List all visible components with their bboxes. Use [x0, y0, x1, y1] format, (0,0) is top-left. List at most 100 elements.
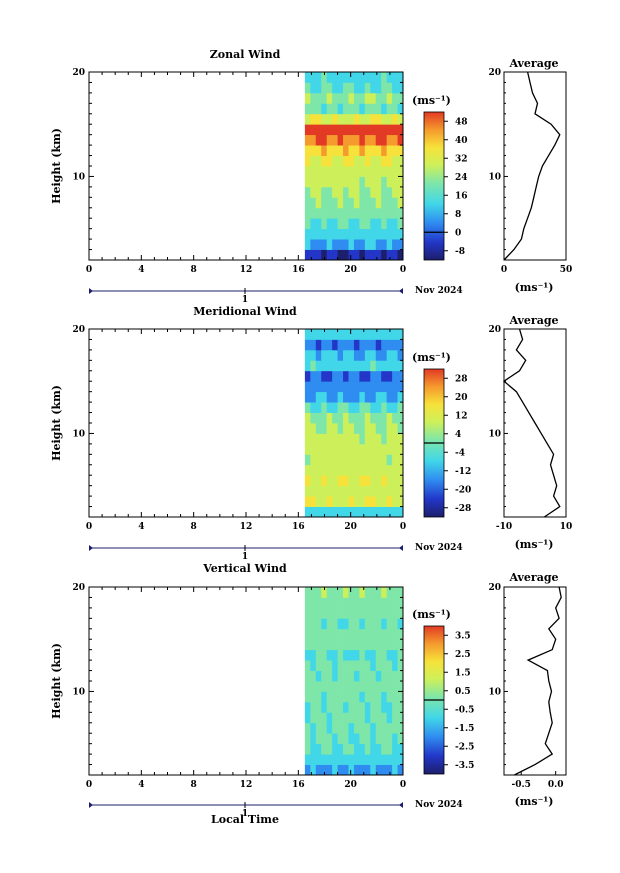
heatmap-cell [392, 207, 398, 219]
average-profile: Average -10 10 10 20 (ms⁻¹) [488, 314, 572, 551]
heatmap-cell [386, 506, 393, 518]
heatmap-cell [364, 597, 371, 609]
x-axis-label: Local Time [211, 813, 279, 826]
heatmap-cell [321, 743, 328, 755]
heatmap-cell [386, 381, 393, 393]
heatmap-cell [310, 639, 317, 651]
heatmap-cell [375, 712, 382, 724]
heatmap-cell [348, 391, 355, 403]
x-tick-label: 4 [138, 265, 144, 275]
heatmap-cell [326, 124, 333, 136]
heatmap-cell [310, 464, 317, 476]
heatmap-cell [364, 166, 371, 177]
day-label: 1 [242, 552, 248, 562]
heatmap-cell [386, 249, 393, 261]
heatmap-cell [364, 360, 371, 372]
heatmap-cell [392, 649, 398, 661]
heatmap-cell [337, 166, 344, 177]
heatmap-cell [375, 618, 382, 630]
heatmap-cell [370, 670, 377, 682]
heatmap-cell [370, 92, 377, 104]
heatmap-cell [359, 218, 366, 230]
heatmap-cell [359, 607, 366, 619]
heatmap-cell [392, 660, 398, 671]
heatmap-cell [337, 249, 344, 261]
heatmap-cell [348, 349, 355, 361]
heatmap-cell [337, 145, 344, 156]
heatmap-cell [332, 722, 338, 734]
heatmap-cell [359, 381, 366, 393]
heatmap-cell [337, 754, 344, 765]
heatmap-cell [353, 649, 360, 661]
heatmap-cell [348, 607, 355, 619]
heatmap-cell [359, 681, 366, 692]
heatmap-cell [337, 239, 344, 250]
heatmap-cell [337, 597, 344, 609]
heatmap-cell [386, 113, 393, 125]
heatmap-cell [381, 764, 388, 776]
heatmap-cell [397, 454, 404, 466]
heatmap-cell [343, 764, 349, 776]
heatmap-cell [326, 228, 333, 240]
heatmap-cell [343, 754, 349, 765]
heatmap-cell [381, 506, 388, 518]
heatmap-cell [337, 412, 344, 424]
heatmap-cell [315, 155, 322, 167]
profile-y-tick-label: 20 [488, 583, 501, 593]
heatmap-cell [326, 743, 333, 755]
heatmap-cell [353, 496, 360, 507]
panel-title: Vertical Wind [202, 562, 287, 575]
heatmap-cell [326, 370, 333, 382]
profile-y-tick-label: 20 [488, 325, 501, 335]
heatmap-cell [310, 239, 317, 250]
heatmap-cell [353, 228, 360, 240]
heatmap-cell [386, 412, 393, 424]
heatmap-cell [337, 186, 344, 198]
profile-y-tick-label: 10 [488, 687, 501, 697]
heatmap-cell [321, 485, 328, 497]
heatmap-cell [392, 391, 398, 403]
heatmap-cell [392, 103, 398, 115]
heatmap-cell [348, 712, 355, 724]
heatmap-cell [392, 597, 398, 609]
heatmap-cell [370, 423, 377, 434]
heatmap-cell [304, 454, 311, 466]
heatmap-cell [326, 618, 333, 630]
heatmap-cell [392, 176, 398, 188]
heatmap-cell [375, 207, 382, 219]
heatmap-cell [321, 754, 328, 765]
heatmap-cell [353, 391, 360, 403]
heatmap-cell [359, 402, 366, 413]
heatmap-cell [348, 433, 355, 445]
time-axis: 0 4 8 12 16 20 0 [86, 72, 406, 275]
heatmap-cell [375, 176, 382, 188]
heatmap-cell [321, 660, 328, 671]
heatmap-cell [359, 249, 366, 261]
heatmap-cell [370, 712, 377, 724]
heatmap-cell [392, 249, 398, 261]
heatmap-cell [397, 712, 404, 724]
heatmap-cell [397, 124, 404, 136]
heatmap-cell [397, 239, 404, 250]
heatmap-cell [315, 381, 322, 393]
month-label: Nov 2024 [415, 543, 463, 553]
heatmap-cell [392, 743, 398, 755]
heatmap-cell [370, 754, 377, 765]
heatmap-cell [337, 681, 344, 692]
x-tick-label: 12 [240, 265, 253, 275]
heatmap-cell [370, 197, 377, 209]
heatmap-cell [326, 423, 333, 434]
heatmap-cell [326, 391, 333, 403]
heatmap-cell [332, 329, 338, 340]
heatmap-cell [337, 381, 344, 393]
heatmap-cell [310, 249, 317, 261]
heatmap-cell [337, 218, 344, 230]
heatmap-cell [375, 402, 382, 413]
heatmap-cell [370, 370, 377, 382]
heatmap-cell [310, 207, 317, 219]
heatmap-cell [375, 443, 382, 455]
heatmap-cell [381, 475, 388, 487]
heatmap-cell [315, 454, 322, 466]
heatmap-cell [392, 639, 398, 651]
heatmap-cell [332, 134, 338, 146]
